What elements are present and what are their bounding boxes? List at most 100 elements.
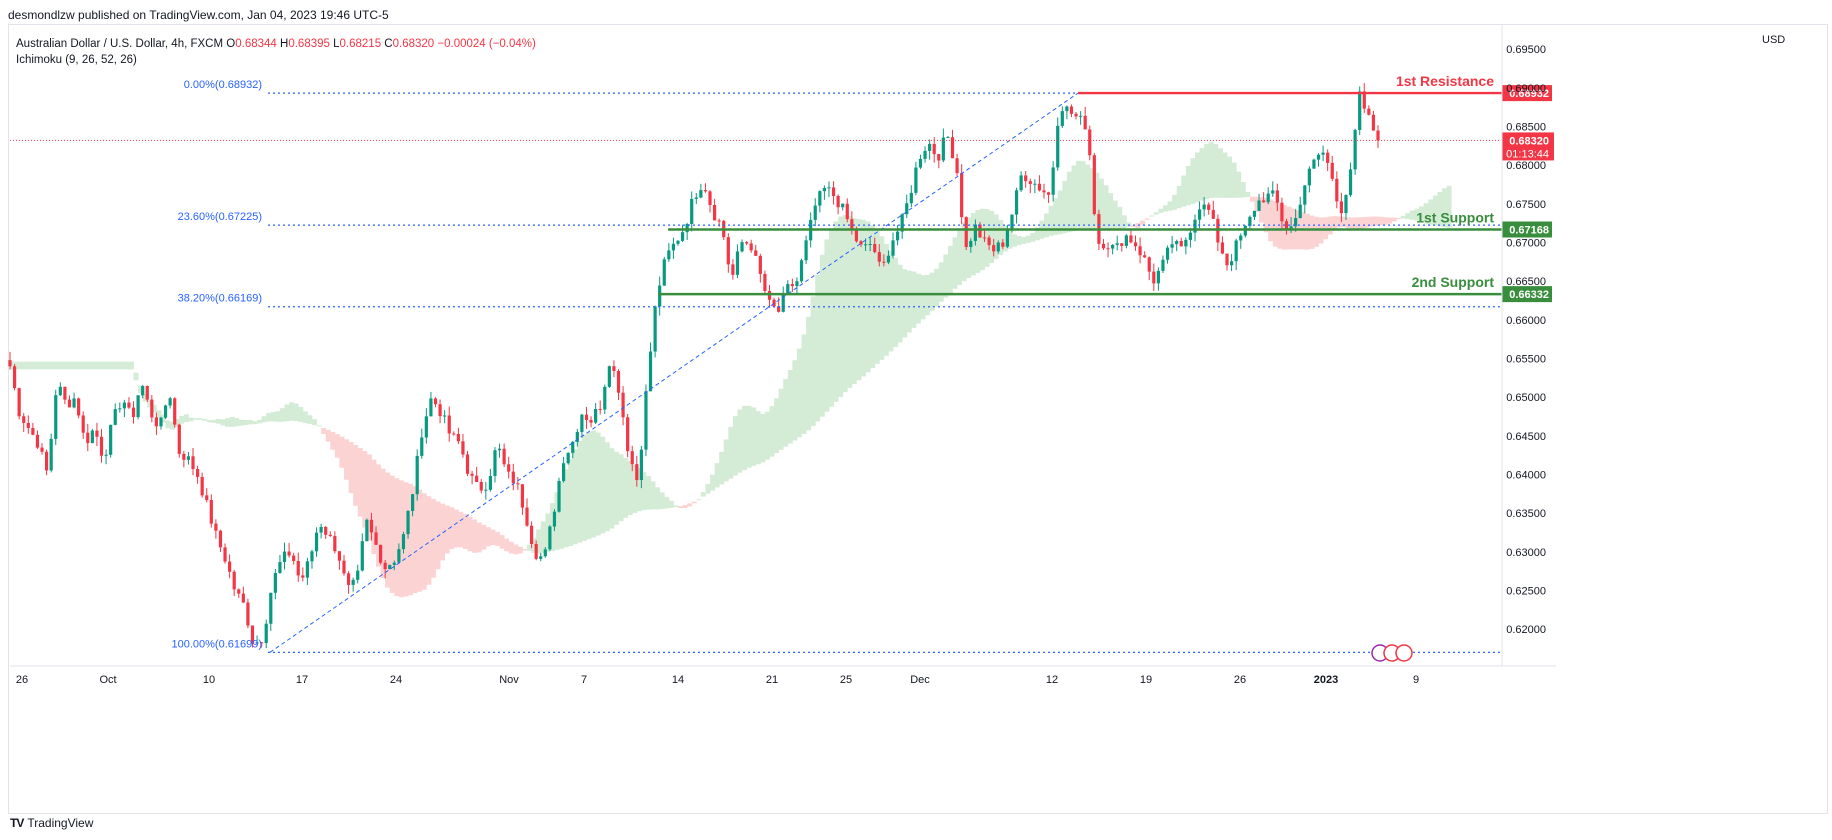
price-axis: 0.68932 0.67168 0.66332 0.69500 0.69000 0.685…: [1501, 24, 1554, 666]
cloud-segment: [952, 237, 958, 289]
cloud-segment: [42, 361, 48, 370]
candle-body: [1079, 115, 1083, 117]
candle-body: [754, 250, 758, 256]
candle-body: [502, 448, 506, 465]
cloud-segment: [1066, 171, 1072, 233]
candle-body: [305, 561, 309, 578]
candle-body: [26, 422, 30, 429]
cloud-segment: [920, 275, 926, 320]
candle-body: [163, 405, 168, 418]
cloud-segment: [1373, 216, 1379, 226]
indicator-label[interactable]: Ichimoku (9, 26, 52, 26): [16, 54, 137, 66]
level-price-tag-label: 0.66332: [1509, 289, 1549, 301]
candle-body: [209, 499, 213, 524]
cloud-segment: [1350, 217, 1356, 230]
cloud-segment: [334, 434, 340, 458]
candle-body: [626, 417, 630, 452]
candle-body: [859, 241, 863, 245]
cloud-segment: [307, 415, 313, 424]
candle-body: [488, 475, 493, 490]
candle-body: [223, 547, 227, 562]
cloud-segment: [842, 214, 848, 393]
cloud-segment: [719, 451, 725, 485]
cloud-segment: [211, 419, 217, 423]
candle-body: [932, 143, 936, 155]
cloud-segment: [490, 529, 496, 545]
cloud-segment: [723, 439, 729, 482]
cloud-segment: [1286, 206, 1292, 250]
candle-body: [465, 454, 470, 474]
candle-body: [378, 544, 383, 563]
candle-body: [346, 573, 351, 585]
cloud-segment: [412, 486, 418, 594]
low-value: 0.68215: [339, 38, 382, 50]
currency-label: USD: [1762, 34, 1786, 46]
cloud-segment: [815, 274, 821, 422]
candle-body: [639, 449, 643, 481]
candle-body: [680, 232, 685, 241]
cloud-segment: [559, 481, 565, 549]
cloud-segment: [856, 219, 862, 381]
price-tick-label: 0.66000: [1506, 315, 1546, 327]
cloud-segment: [128, 361, 134, 370]
cloud-segment: [1396, 217, 1402, 219]
candle-body: [99, 436, 104, 456]
candle-body: [1111, 244, 1115, 249]
candle-body: [923, 150, 927, 159]
cloud-segment: [449, 507, 455, 550]
cloud-segment: [915, 273, 921, 324]
cloud-segment: [998, 219, 1004, 255]
candle-body: [1024, 175, 1028, 182]
cloud-segment: [197, 418, 203, 420]
cloud-segment: [938, 262, 944, 302]
cloud-segment: [453, 509, 459, 548]
candle-body: [1211, 209, 1215, 219]
candle-body: [214, 523, 218, 531]
cloud-segment: [138, 385, 144, 394]
candle-body: [978, 224, 982, 238]
cloud-segment: [330, 431, 336, 450]
candle-body: [1092, 155, 1096, 215]
cloud-segment: [1190, 158, 1196, 204]
candle-body: [1156, 270, 1160, 284]
cloud-segment: [485, 527, 491, 547]
candle-body: [154, 417, 159, 427]
price-tick-label: 0.69000: [1506, 83, 1546, 95]
candle-body: [1060, 111, 1064, 126]
candle-body: [411, 494, 415, 512]
cloud-segment: [1044, 213, 1049, 238]
candle-body: [790, 284, 794, 287]
candles: [8, 83, 1380, 649]
symbol-name[interactable]: Australian Dollar / U.S. Dollar, 4h, FXC…: [16, 38, 224, 50]
candle-body: [250, 625, 255, 644]
candle-body: [479, 482, 483, 491]
candle-body: [109, 424, 113, 455]
cloud-segment: [32, 361, 38, 370]
candle-body: [1152, 271, 1156, 284]
candle-body: [475, 475, 479, 483]
candle-body: [607, 366, 611, 387]
candle-body: [497, 448, 502, 451]
candle-body: [282, 551, 287, 563]
cloud-segment: [179, 415, 185, 424]
candle-body: [22, 416, 26, 423]
time-tick-label: 14: [672, 674, 684, 686]
cloud-segment: [147, 399, 153, 408]
cloud-segment: [1213, 144, 1219, 198]
candle-body: [653, 306, 657, 352]
candle-body: [1188, 232, 1193, 240]
candle-body: [365, 519, 369, 542]
cloud-segment: [385, 472, 391, 588]
candle-body: [1115, 243, 1119, 245]
candle-body: [822, 187, 826, 192]
cloud-segment: [1062, 180, 1068, 234]
cloud-segment: [801, 334, 807, 434]
candle-body: [447, 415, 451, 434]
cloud-segment: [1323, 217, 1329, 240]
cloud-segment: [133, 372, 139, 381]
cloud-segment: [202, 418, 208, 421]
level-price-tag-label: 0.67168: [1509, 224, 1549, 236]
cloud-segment: [531, 538, 537, 553]
cloud-segment: [60, 361, 66, 370]
